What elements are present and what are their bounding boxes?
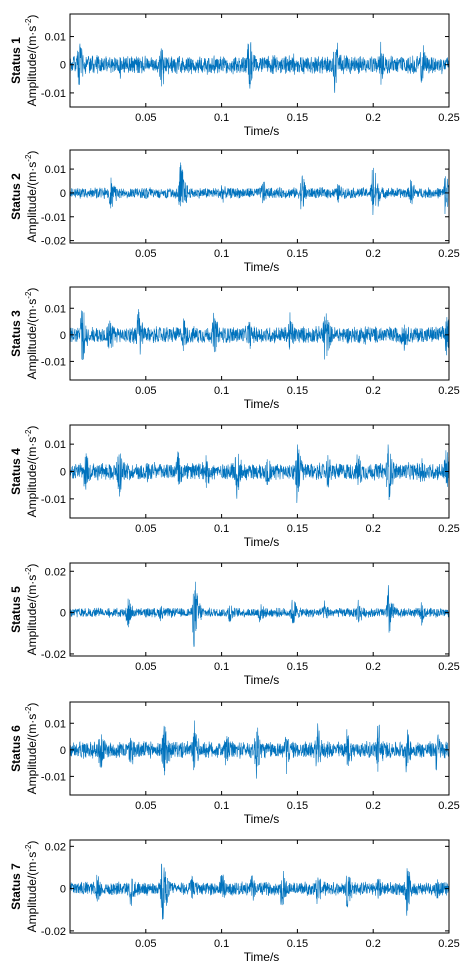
x-tick-label: 0.1 [214, 523, 229, 535]
y-tick-label: 0 [60, 884, 66, 896]
y-tick-label: 0.01 [45, 439, 66, 451]
status-label: Status 4 [9, 448, 23, 495]
y-tick-label: -0.01 [41, 212, 66, 224]
x-tick-label: 0.05 [135, 800, 156, 812]
x-tick-label: 0.05 [135, 385, 156, 397]
subplot-6: 0.05 0.1 0.15 0.2 0.25 0.01 0 -0.01 Time/s Amplit… [9, 701, 460, 826]
axes-box [69, 149, 450, 244]
subplot-2: 0.05 0.1 0.15 0.2 0.25 0.01 0 -0.01 -0.02 Time/s A… [9, 149, 460, 274]
x-axis-label: Time/s [244, 535, 280, 549]
y-axis-label: Amplitude/(m·s-2) [24, 841, 39, 933]
y-tick-label: -0.02 [41, 649, 66, 661]
x-tick-label: 0.15 [287, 112, 308, 124]
x-tick-label: 0.25 [438, 112, 459, 124]
y-tick-label: 0.02 [45, 566, 66, 578]
signal-line [70, 720, 449, 779]
axes-box [69, 839, 450, 934]
y-tick-label: 0.02 [45, 841, 66, 853]
x-tick-label: 0.05 [135, 661, 156, 673]
y-tick-label: -0.01 [41, 494, 66, 506]
x-axis-label: Time/s [244, 260, 280, 274]
subplot-1: 0.05 0.1 0.15 0.2 0.25 0.01 0 -0.01 Time/s Amplit… [9, 13, 460, 138]
signal-line [70, 309, 449, 360]
y-tick-label: 0.01 [45, 718, 66, 730]
y-axis-label: Amplitude/(m·s-2) [24, 426, 39, 518]
status-label: Status 1 [9, 37, 23, 84]
x-tick-label: 0.15 [287, 385, 308, 397]
x-tick-label: 0.2 [366, 248, 381, 260]
x-tick-label: 0.1 [214, 800, 229, 812]
signal-line [70, 162, 449, 215]
x-tick-label: 0.2 [366, 112, 381, 124]
x-tick-label: 0.2 [366, 938, 381, 950]
y-tick-label: 0 [60, 60, 66, 72]
y-tick-label: 0.01 [45, 32, 66, 44]
status-label: Status 5 [9, 586, 23, 633]
x-axis-label: Time/s [244, 673, 280, 687]
x-tick-label: 0.05 [135, 938, 156, 950]
x-tick-label: 0.15 [287, 800, 308, 812]
y-tick-label: 0 [60, 330, 66, 342]
x-tick-label: 0.15 [287, 661, 308, 673]
subplot-5: 0.05 0.1 0.15 0.2 0.25 0.02 0 -0.02 Time/s Amplit… [9, 562, 460, 687]
x-axis-label: Time/s [244, 397, 280, 411]
y-tick-label: 0 [60, 467, 66, 479]
y-tick-label: -0.02 [41, 926, 66, 938]
y-tick-label: -0.01 [41, 771, 66, 783]
y-tick-label: 0.01 [45, 164, 66, 176]
x-tick-label: 0.2 [366, 523, 381, 535]
y-tick-label: -0.01 [41, 356, 66, 368]
x-tick-label: 0.05 [135, 248, 156, 260]
x-tick-label: 0.25 [438, 661, 459, 673]
x-tick-label: 0.1 [214, 385, 229, 397]
x-tick-label: 0.1 [214, 938, 229, 950]
x-tick-label: 0.25 [438, 385, 459, 397]
x-tick-label: 0.05 [135, 112, 156, 124]
x-tick-label: 0.15 [287, 938, 308, 950]
x-axis-label: Time/s [244, 950, 280, 964]
x-tick-label: 0.15 [287, 248, 308, 260]
status-label: Status 7 [9, 863, 23, 910]
x-tick-label: 0.2 [366, 661, 381, 673]
y-axis-label: Amplitude/(m·s-2) [24, 703, 39, 795]
y-tick-label: 0 [60, 608, 66, 620]
y-axis-label: Amplitude/(m·s-2) [24, 564, 39, 656]
status-label: Status 6 [9, 725, 23, 772]
subplot-7: 0.05 0.1 0.15 0.2 0.25 0.02 0 -0.02 Time/s Amplit… [9, 839, 460, 964]
x-axis-label: Time/s [244, 124, 280, 138]
x-tick-label: 0.1 [214, 248, 229, 260]
x-tick-label: 0.2 [366, 385, 381, 397]
y-tick-label: 0 [60, 745, 66, 757]
axes-box [69, 13, 450, 108]
axes-box [69, 562, 450, 657]
x-tick-label: 0.25 [438, 938, 459, 950]
y-tick-label: -0.01 [41, 88, 66, 100]
y-tick-label: 0.01 [45, 303, 66, 315]
y-axis-label: Amplitude/(m·s-2) [24, 151, 39, 243]
x-axis-label: Time/s [244, 812, 280, 826]
signal-line [70, 41, 449, 93]
x-tick-label: 0.15 [287, 523, 308, 535]
signal-line [70, 863, 449, 920]
x-tick-label: 0.05 [135, 523, 156, 535]
x-tick-label: 0.25 [438, 523, 459, 535]
subplot-3: 0.05 0.1 0.15 0.2 0.25 0.01 0 -0.01 Time/s Amplit… [9, 286, 460, 411]
y-axis-label: Amplitude/(m·s-2) [24, 288, 39, 380]
axes-box [69, 701, 450, 796]
status-label: Status 2 [9, 173, 23, 220]
signal-line [70, 581, 449, 647]
y-tick-label: 0 [60, 188, 66, 200]
x-tick-label: 0.2 [366, 800, 381, 812]
signal-line [70, 444, 449, 503]
y-tick-label: -0.02 [41, 236, 66, 248]
x-tick-label: 0.1 [214, 661, 229, 673]
subplot-4: 0.05 0.1 0.15 0.2 0.25 0.01 0 -0.01 Time/s Amplit… [9, 424, 460, 549]
y-axis-label: Amplitude/(m·s-2) [24, 15, 39, 107]
axes-box [69, 286, 450, 381]
status-label: Status 3 [9, 310, 23, 357]
x-tick-label: 0.25 [438, 248, 459, 260]
x-tick-label: 0.1 [214, 112, 229, 124]
x-tick-label: 0.25 [438, 800, 459, 812]
